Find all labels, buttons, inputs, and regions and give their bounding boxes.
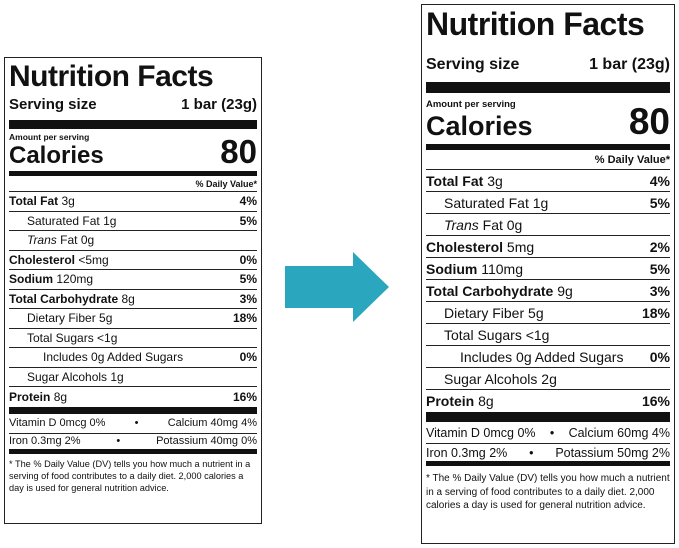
serving-size-label: Serving size: [9, 96, 97, 113]
amount-per-serving: Amount per serving: [426, 99, 516, 110]
serving-size-label: Serving size: [426, 56, 520, 73]
vitamin-row: Vitamin D 0mcg 0% • Calcium 60mg 4%: [426, 422, 670, 444]
label-title: Nutrition Facts: [426, 6, 645, 42]
footnote: * The % Daily Value (DV) tells you how m…: [9, 458, 251, 494]
calories-value: 80: [220, 133, 257, 170]
vitamin-row: Iron 0.3mg 2% • Potassium 50mg 2%: [426, 444, 670, 466]
nutrition-label-before: Nutrition Facts Serving size 1 bar (23g)…: [4, 57, 262, 524]
daily-value-header: % Daily Value*: [426, 150, 670, 170]
nutrient-row-sugar-alcohols: Sugar Alcohols 1g: [9, 368, 257, 387]
nutrient-row-total-carbohydrate: Total Carbohydrate 9g 3%: [426, 280, 670, 302]
amount-per-serving: Amount per serving: [9, 132, 90, 142]
nutrient-row-trans-fat: Trans Fat 0g: [426, 214, 670, 236]
nutrient-row-sodium: Sodium 110mg 5%: [426, 258, 670, 280]
vitamin-row: Iron 0.3mg 2% • Potassium 40mg 0%: [9, 434, 257, 454]
nutrient-row-protein: Protein 8g 16%: [426, 393, 670, 409]
nutrient-row-added-sugars: Includes 0g Added Sugars 0%: [9, 348, 257, 368]
serving-size-value: 1 bar (23g): [181, 96, 257, 113]
nutrient-row-total-fat: Total Fat 3g 4%: [9, 192, 257, 212]
medium-divider: [9, 171, 257, 176]
vitamin-row: Vitamin D 0mcg 0% • Calcium 40mg 4%: [9, 414, 257, 434]
nutrient-row-dietary-fiber: Dietary Fiber 5g 18%: [426, 302, 670, 324]
nutrient-row-total-sugars: Total Sugars <1g: [426, 324, 670, 346]
label-title: Nutrition Facts: [9, 60, 214, 93]
nutrient-row-sodium: Sodium 120mg 5%: [9, 270, 257, 290]
serving-size-value: 1 bar (23g): [589, 56, 670, 73]
nutrient-row-total-fat: Total Fat 3g 4%: [426, 170, 670, 192]
nutrient-row-protein: Protein 8g 16%: [9, 389, 257, 404]
calories-row: Calories 80: [426, 103, 670, 141]
arrow-right-icon: [285, 252, 389, 322]
nutrient-row-total-carbohydrate: Total Carbohydrate 8g 3%: [9, 290, 257, 309]
nutrient-row-saturated-fat: Saturated Fat 1g 5%: [426, 192, 670, 214]
nutrient-row-saturated-fat: Saturated Fat 1g 5%: [9, 212, 257, 231]
calories-label: Calories: [426, 111, 533, 141]
calories-value: 80: [628, 101, 670, 142]
daily-value-header: % Daily Value*: [9, 176, 257, 192]
serving-size-row: Serving size 1 bar (23g): [9, 96, 257, 118]
thick-divider: [426, 82, 670, 93]
nutrient-row-cholesterol: Cholesterol 5mg 2%: [426, 236, 670, 258]
thick-divider: [9, 120, 257, 129]
serving-size-row: Serving size 1 bar (23g): [426, 56, 670, 80]
nutrient-row-trans-fat: Trans Fat 0g: [9, 231, 257, 251]
nutrient-row-total-sugars: Total Sugars <1g: [9, 329, 257, 348]
nutrient-row-cholesterol: Cholesterol <5mg 0%: [9, 251, 257, 270]
calories-label: Calories: [9, 142, 104, 169]
thick-divider: [9, 406, 257, 414]
nutrient-row-sugar-alcohols: Sugar Alcohols 2g: [426, 368, 670, 390]
thick-divider: [426, 412, 670, 422]
nutrient-row-added-sugars: Includes 0g Added Sugars 0%: [426, 346, 670, 368]
medium-divider: [426, 144, 670, 150]
nutrient-row-dietary-fiber: Dietary Fiber 5g 18%: [9, 309, 257, 329]
calories-row: Calories 80: [9, 135, 257, 169]
nutrition-label-after: Nutrition Facts Serving size 1 bar (23g)…: [421, 4, 675, 544]
footnote: * The % Daily Value (DV) tells you how m…: [426, 473, 670, 511]
